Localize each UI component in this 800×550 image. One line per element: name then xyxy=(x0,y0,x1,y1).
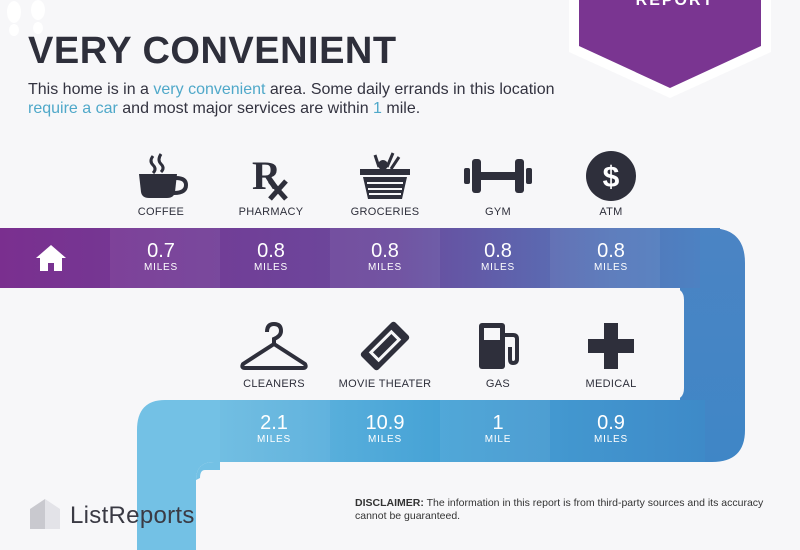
gas-distance: 1 MILE xyxy=(484,412,512,445)
badge-label: REPORT xyxy=(635,0,715,9)
dollar-coin-icon: $ xyxy=(556,148,666,204)
dumbbell-icon xyxy=(443,148,553,204)
disclaimer: DISCLAIMER: The information in this repo… xyxy=(355,497,764,522)
coffee-distance: 0.7 MILES xyxy=(143,240,178,273)
gym-label: GYM xyxy=(485,206,511,218)
cleaners-label: CLEANERS xyxy=(243,378,305,390)
atm-distance: 0.8 MILES xyxy=(593,240,628,273)
rx-icon: R xyxy=(216,148,326,204)
svg-text:$: $ xyxy=(603,161,620,194)
home-icon xyxy=(36,245,66,271)
movie-theater-distance: 10.9 MILES xyxy=(365,412,405,445)
cleaners-distance: 2.1 MILES xyxy=(256,412,291,445)
pharmacy-label: PHARMACY xyxy=(238,206,304,218)
gym-distance: 0.8 MILES xyxy=(480,240,515,273)
summary-text: This home is in a very convenient area. … xyxy=(28,81,555,117)
coffee-label: COFFEE xyxy=(137,206,185,218)
listreports-logo-icon xyxy=(30,499,60,529)
gas-label: GAS xyxy=(485,378,511,390)
medical-distance: 0.9 MILES xyxy=(593,412,628,445)
gas-pump-icon xyxy=(443,318,553,374)
report-badge xyxy=(569,0,771,98)
movie-theater-label: MOVIE THEATER xyxy=(338,378,432,390)
footprints-icon xyxy=(7,0,45,36)
medical-cross-icon xyxy=(556,318,666,374)
grocery-basket-icon xyxy=(330,148,440,204)
hanger-icon xyxy=(219,318,329,374)
brand-name: ListReports xyxy=(70,502,195,529)
groceries-distance: 0.8 MILES xyxy=(367,240,402,273)
page-title: VERY CONVENIENT xyxy=(28,30,397,72)
ticket-icon xyxy=(330,318,440,374)
coffee-cup-icon xyxy=(106,148,216,204)
groceries-label: GROCERIES xyxy=(350,206,420,218)
medical-label: MEDICAL xyxy=(585,378,637,390)
atm-label: ATM xyxy=(599,206,623,218)
pharmacy-distance: 0.8 MILES xyxy=(253,240,288,273)
